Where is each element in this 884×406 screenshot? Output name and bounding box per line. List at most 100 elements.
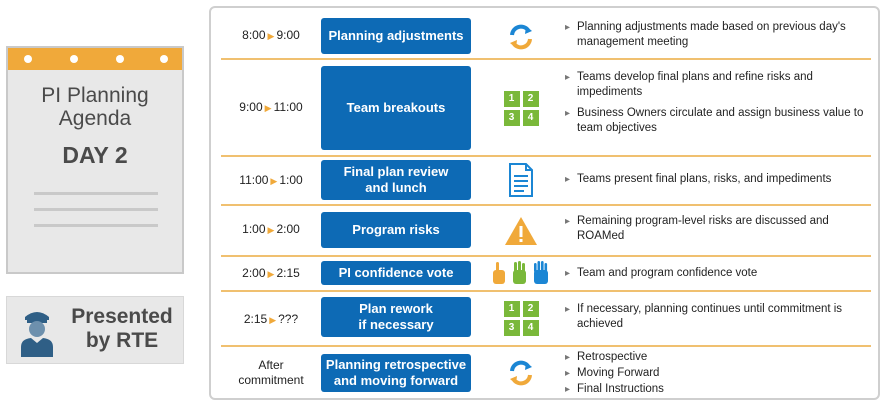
numbered-grid-icon: 1 2 3 4 [501,300,541,336]
time-start: 8:00 [242,28,266,42]
session-label-line1: Plan rework [359,301,433,316]
agenda-row: 11:00▶1:00 Final plan review and lunch T… [221,158,871,202]
presenter-card: Presented by RTE [6,296,184,364]
calendar-rule [34,192,158,195]
bullet-list: Team and program confidence vote [565,266,865,287]
sync-arrows-icon [501,20,541,54]
arrow-right-icon: ▶ [267,225,275,235]
time-start: 2:00 [242,266,266,280]
arrow-right-icon: ▶ [267,31,275,41]
time-start: 2:15 [243,312,268,326]
time-start: 9:00 [239,100,263,114]
bullet-item: Teams develop final plans and refine ris… [565,70,865,100]
calendar-ring-icon [24,55,32,63]
calendar-rule [34,224,158,227]
bullet-list: Teams present final plans, risks, and im… [565,172,865,193]
grid-cell: 3 [503,319,520,336]
session-label: Planning adjustments [328,28,464,43]
calendar-rule [34,208,158,211]
warning-triangle-icon [501,212,541,250]
bullet-item: Retrospective [565,350,865,365]
session-label-line2: if necessary [358,317,434,332]
sync-arrows-icon [501,356,541,390]
session-label: PI confidence vote [338,265,454,280]
session-label: Plan rework if necessary [358,301,433,333]
bullet-item: Planning adjustments made based on previ… [565,20,865,50]
voting-hands-icon [489,260,553,286]
arrow-right-icon: ▶ [264,103,272,113]
calendar-ring-icon [116,55,124,63]
agenda-panel: 8:00▶9:00 Planning adjustments Planning … [209,6,880,400]
time-range: 9:00 ▶ 11:00 [221,100,321,114]
time-range: 1:00 ▶ 2:00 [221,222,321,236]
bullet-item: Final Instructions [565,382,865,397]
calendar-day: DAY 2 [62,142,128,168]
session-box: Plan rework if necessary [321,297,471,337]
time-end: 11:00 [273,100,303,114]
session-label: Team breakouts [346,100,446,115]
time-end: ??? [278,312,299,326]
row-divider [221,345,871,347]
session-box: PI confidence vote [321,261,471,285]
agenda-row: 9:00▶11:00 Team breakouts 1 2 3 4 Teams … [221,62,871,154]
time-end: 2:15 [276,266,300,280]
time-range: 8:00 ▶ 9:00 [221,28,321,42]
document-icon [501,162,541,198]
agenda-row: 2:00 ▶ 2:15 PI confidence vote [221,258,871,288]
time-end: 1:00 [279,173,303,187]
session-label-line2: and moving forward [333,373,459,388]
time-end: commitment [238,373,304,387]
row-divider [221,290,871,292]
grid-cell: 1 [503,90,520,107]
grid-cell: 2 [522,300,539,317]
session-label: Final plan review and lunch [344,164,449,196]
calendar-title: PI Planning Agenda [8,84,182,130]
grid-cell: 1 [503,300,520,317]
bullet-item: If necessary, planning continues until c… [565,302,865,332]
person-with-cap-icon [21,312,53,357]
calendar-binding-strip [8,48,182,70]
session-box: Program risks [321,212,471,248]
session-label-line2: and lunch [365,180,427,195]
bullet-item: Teams present final plans, risks, and im… [565,172,865,187]
agenda-row: 8:00▶9:00 Planning adjustments Planning … [221,14,871,56]
arrow-right-icon: ▶ [270,176,278,186]
calendar-ring-icon [70,55,78,63]
time-range: 2:00 ▶ 2:15 [221,266,321,280]
grid-cell: 3 [503,109,520,126]
row-divider [221,255,871,257]
row-divider [221,204,871,206]
time-start: After [258,358,284,372]
time-range: 11:00 ▶ 1:00 [221,173,321,187]
arrow-right-icon: ▶ [267,269,275,279]
calendar-ring-icon [160,55,168,63]
session-box: Planning retrospective and moving forwar… [321,354,471,392]
agenda-row: 2:15 ▶??? Plan rework if necessary 1 2 3 … [221,294,871,344]
bullet-list: Retrospective Moving Forward Final Instr… [565,350,865,398]
bullet-item: Team and program confidence vote [565,266,865,281]
session-box: Team breakouts [321,66,471,150]
session-label-line1: Planning retrospective [325,357,467,372]
presenter-line1: Presented [71,305,173,328]
bullet-list: If necessary, planning continues until c… [565,302,865,338]
agenda-row: After commitment Planning retrospective … [221,348,871,398]
time-end: 2:00 [276,222,300,236]
presenter-line2: by RTE [85,329,159,352]
bullet-list: Remaining program-level risks are discus… [565,214,865,250]
time-range: After commitment [221,358,321,388]
time-end: 9:00 [276,28,300,42]
row-divider [221,58,871,60]
bullet-list: Teams develop final plans and refine ris… [565,70,865,142]
session-label: Program risks [352,222,440,237]
row-divider [221,155,871,157]
time-start: 1:00 [242,222,266,236]
time-range: 2:15 ▶??? [221,312,321,326]
numbered-grid-icon: 1 2 3 4 [501,90,541,126]
grid-cell: 4 [522,319,539,336]
bullet-item: Business Owners circulate and assign bus… [565,106,865,136]
session-label: Planning retrospective and moving forwar… [326,357,466,389]
session-box: Final plan review and lunch [321,160,471,200]
bullet-item: Moving Forward [565,366,865,381]
grid-cell: 2 [522,90,539,107]
session-box: Planning adjustments [321,18,471,54]
